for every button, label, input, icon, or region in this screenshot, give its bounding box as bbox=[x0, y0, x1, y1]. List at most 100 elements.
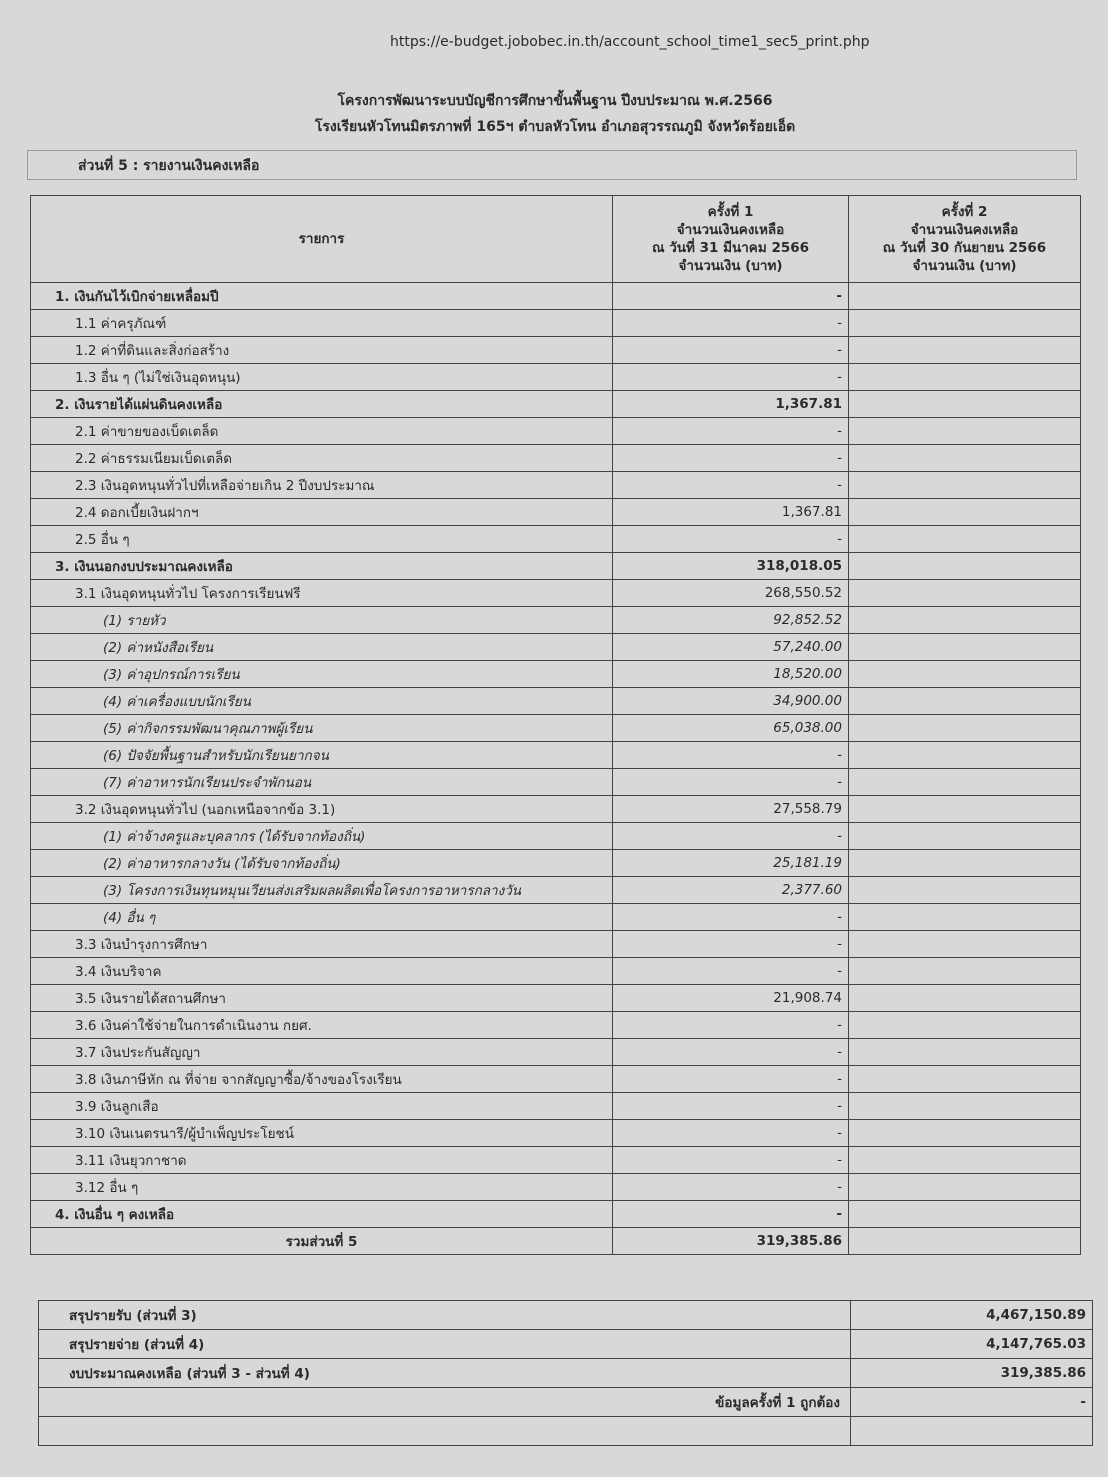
item-label: 3.1 เงินอุดหนุนทั่วไป โครงการเรียนฟรี bbox=[30, 579, 613, 607]
amount-time-2 bbox=[848, 849, 1081, 877]
row: 3.9 เงินลูกเสือ - bbox=[30, 1092, 1081, 1120]
item-label: 4. เงินอื่น ๆ คงเหลือ bbox=[30, 1200, 613, 1228]
time-1-header: ครั้งที่ 1 จำนวนเงินคงเหลือณ วันที่ 31 มี… bbox=[612, 195, 849, 283]
row: 1. เงินกันไว้เบิกจ่ายเหลื่อมปี - bbox=[30, 282, 1081, 310]
amount-time-2 bbox=[848, 876, 1081, 904]
time-2-header: ครั้งที่ 2 จำนวนเงินคงเหลือณ วันที่ 30 กั… bbox=[848, 195, 1081, 283]
header-line: จำนวนเงิน (บาท) bbox=[678, 258, 783, 274]
amount-time-2 bbox=[848, 1092, 1081, 1120]
row: 3.10 เงินเนตรนารี/ผู้บำเพ็ญประโยชน์ - bbox=[30, 1119, 1081, 1147]
row: (4) ค่าเครื่องแบบนักเรียน 34,900.00 bbox=[30, 687, 1081, 715]
amount-time-2 bbox=[848, 687, 1081, 715]
row: 2.5 อื่น ๆ- bbox=[30, 525, 1081, 553]
amount-time-2 bbox=[848, 1119, 1081, 1147]
row: (1) ค่าจ้างครูและบุคลากร (ได้รับจากท้องถ… bbox=[30, 822, 1081, 850]
amount-time-2 bbox=[848, 741, 1081, 769]
summary-amount: 4,147,765.03 bbox=[850, 1329, 1093, 1359]
balance-table: รายการ ครั้งที่ 1 จำนวนเงินคงเหลือณ วันที… bbox=[30, 195, 1081, 1255]
row: 2.4 ดอกเบี้ยเงินฝากฯ 1,367.81 bbox=[30, 498, 1081, 526]
summary-amount: 319,385.86 bbox=[850, 1358, 1093, 1388]
row: 3.4 เงินบริจาค - bbox=[30, 957, 1081, 985]
amount-time-2 bbox=[848, 552, 1081, 580]
amount-time-2 bbox=[848, 1146, 1081, 1174]
amount-time-1: - bbox=[612, 930, 849, 958]
amount-time-1: - bbox=[612, 768, 849, 796]
amount-time-1: 268,550.52 bbox=[612, 579, 849, 607]
item-label: (2) ค่าอาหารกลางวัน (ได้รับจากท้องถิ่น) bbox=[30, 849, 613, 877]
amount-time-1: - bbox=[612, 309, 849, 337]
row: 3.8 เงินภาษีหัก ณ ที่จ่าย จากสัญญาซื้อ/จ… bbox=[30, 1065, 1081, 1093]
amount-time-2 bbox=[848, 1011, 1081, 1039]
item-label: 2.1 ค่าขายของเบ็ดเตล็ด bbox=[30, 417, 613, 445]
item-label: 3.12 อื่น ๆ bbox=[30, 1173, 613, 1201]
amount-time-1: - bbox=[612, 525, 849, 553]
item-label: 1. เงินกันไว้เบิกจ่ายเหลื่อมปี bbox=[30, 282, 613, 310]
amount-time-2 bbox=[848, 336, 1081, 364]
amount-time-2 bbox=[848, 1173, 1081, 1201]
amount-time-2 bbox=[848, 309, 1081, 337]
item-label: 1.3 อื่น ๆ (ไม่ใช่เงินอุดหนุน) bbox=[30, 363, 613, 391]
item-label: (3) โครงการเงินทุนหมุนเวียนส่งเสริมผลผลิ… bbox=[30, 876, 613, 904]
amount-time-2 bbox=[848, 903, 1081, 931]
amount-time-1: - bbox=[612, 957, 849, 985]
item-label: 3. เงินนอกงบประมาณคงเหลือ bbox=[30, 552, 613, 580]
item-label: 2.5 อื่น ๆ bbox=[30, 525, 613, 553]
row: 3.2 เงินอุดหนุนทั่วไป (นอกเหนือจากข้อ 3.… bbox=[30, 795, 1081, 823]
row: 2. เงินรายได้แผ่นดินคงเหลือ 1,367.81 bbox=[30, 390, 1081, 418]
row: (1) รายหัว 92,852.52 bbox=[30, 606, 1081, 634]
total-label: รวมส่วนที่ 5 bbox=[30, 1227, 613, 1255]
amount-time-2 bbox=[848, 444, 1081, 472]
amount-time-2 bbox=[848, 957, 1081, 985]
header-line: จำนวนเงินคงเหลือ bbox=[910, 222, 1019, 238]
summary-label: สรุปรายจ่าย (ส่วนที่ 4) bbox=[38, 1329, 851, 1359]
row: 3.7 เงินประกันสัญญา - bbox=[30, 1038, 1081, 1066]
empty-cell bbox=[850, 1416, 1093, 1446]
item-label: (2) ค่าหนังสือเรียน bbox=[30, 633, 613, 661]
item-label: 2. เงินรายได้แผ่นดินคงเหลือ bbox=[30, 390, 613, 418]
school: โรงเรียนหัวโทนมิตรภาพที่ 165ฯ ตำบลหัวโทน… bbox=[314, 119, 796, 135]
summary-amount: - bbox=[850, 1387, 1093, 1417]
amount-time-1: - bbox=[612, 1065, 849, 1093]
header-line: ครั้งที่ 1 bbox=[707, 204, 754, 220]
row: (7) ค่าอาหารนักเรียนประจำพักนอน - bbox=[30, 768, 1081, 796]
item-label: (6) ปัจจัยพื้นฐานสำหรับนักเรียนยากจน bbox=[30, 741, 613, 769]
item-label: 2.2 ค่าธรรมเนียมเบ็ดเตล็ด bbox=[30, 444, 613, 472]
item-label: 2.4 ดอกเบี้ยเงินฝากฯ bbox=[30, 498, 613, 526]
amount-time-1: - bbox=[612, 822, 849, 850]
amount-time-2 bbox=[848, 390, 1081, 418]
item-label: 3.10 เงินเนตรนารี/ผู้บำเพ็ญประโยชน์ bbox=[30, 1119, 613, 1147]
row: (3) โครงการเงินทุนหมุนเวียนส่งเสริมผลผลิ… bbox=[30, 876, 1081, 904]
amount-time-2 bbox=[848, 579, 1081, 607]
header-line: ณ วันที่ 31 มีนาคม 2566 bbox=[651, 240, 810, 256]
title: โครงการพัฒนาระบบบัญชีการศึกษาขั้นพื้นฐาน… bbox=[337, 93, 773, 109]
amount-time-1: 2,377.60 bbox=[612, 876, 849, 904]
row: 2.2 ค่าธรรมเนียมเบ็ดเตล็ด - bbox=[30, 444, 1081, 472]
item-label: 3.7 เงินประกันสัญญา bbox=[30, 1038, 613, 1066]
amount-time-1: 27,558.79 bbox=[612, 795, 849, 823]
item-label: 3.3 เงินบำรุงการศึกษา bbox=[30, 930, 613, 958]
header-row: รายการ ครั้งที่ 1 จำนวนเงินคงเหลือณ วันที… bbox=[30, 195, 1081, 283]
total-amount: 319,385.86 bbox=[612, 1227, 849, 1255]
row: 2.1 ค่าขายของเบ็ดเตล็ด - bbox=[30, 417, 1081, 445]
row: 3.6 เงินค่าใช้จ่ายในการดำเนินงาน กยศ. - bbox=[30, 1011, 1081, 1039]
amount-time-1: - bbox=[612, 363, 849, 391]
header-line: ณ วันที่ 30 กันยายน 2566 bbox=[882, 240, 1047, 256]
header-line: จำนวนเงินคงเหลือ bbox=[676, 222, 785, 238]
amount-time-2 bbox=[848, 714, 1081, 742]
row: 2.3 เงินอุดหนุนทั่วไปที่เหลือจ่ายเกิน 2 … bbox=[30, 471, 1081, 499]
item-label: 2.3 เงินอุดหนุนทั่วไปที่เหลือจ่ายเกิน 2 … bbox=[30, 471, 613, 499]
amount-time-1: - bbox=[612, 471, 849, 499]
amount-time-1: 65,038.00 bbox=[612, 714, 849, 742]
amount-time-2 bbox=[848, 606, 1081, 634]
row: 1.1 ค่าครุภัณฑ์ - bbox=[30, 309, 1081, 337]
amount-time-2 bbox=[848, 633, 1081, 661]
item-label: (4) อื่น ๆ bbox=[30, 903, 613, 931]
item-label: 3.9 เงินลูกเสือ bbox=[30, 1092, 613, 1120]
amount-time-1: 18,520.00 bbox=[612, 660, 849, 688]
amount-time-2 bbox=[848, 768, 1081, 796]
row: 3.3 เงินบำรุงการศึกษา - bbox=[30, 930, 1081, 958]
row: 3.5 เงินรายได้สถานศึกษา 21,908.74 bbox=[30, 984, 1081, 1012]
row: 1.3 อื่น ๆ (ไม่ใช่เงินอุดหนุน) - bbox=[30, 363, 1081, 391]
amount-time-2 bbox=[848, 1038, 1081, 1066]
